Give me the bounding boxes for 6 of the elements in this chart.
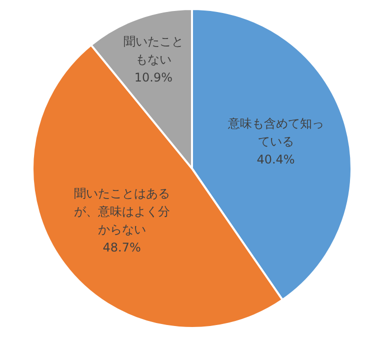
slice-label: 聞いたことはあるが、意味はよく分からない xyxy=(74,186,170,236)
data-label: 10.9% xyxy=(134,70,172,84)
slice-label: 意味も含めて知っている xyxy=(226,116,324,149)
slice-label: 聞いたこともない xyxy=(123,34,184,66)
data-label: 48.7% xyxy=(102,240,141,254)
data-label: 40.4% xyxy=(256,152,295,167)
